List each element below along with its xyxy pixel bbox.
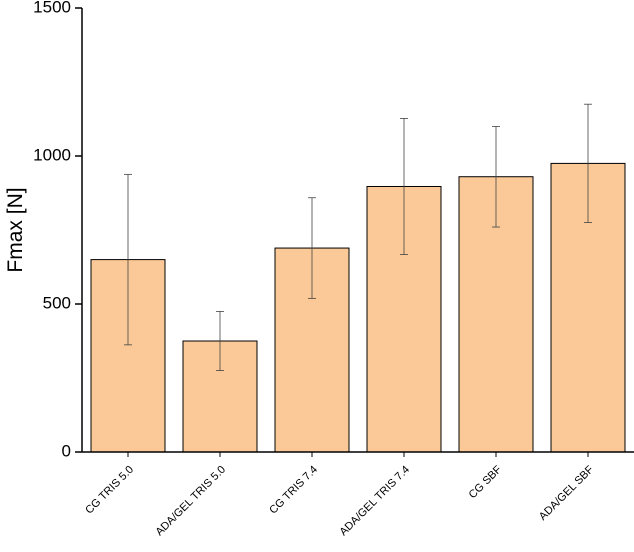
y-tick-label: 500	[43, 293, 71, 312]
y-axis-label: Fmax [N]	[4, 187, 27, 272]
x-tick-label: CG SBF	[467, 463, 505, 501]
x-tick-label: ADA/GEL TRIS 7.4	[337, 464, 412, 539]
x-tick-label: CG TRIS 7.4	[267, 464, 320, 517]
y-tick-label: 0	[62, 441, 71, 460]
y-tick-label: 1500	[33, 0, 71, 16]
x-tick-label: ADA/GEL SBF	[537, 463, 596, 522]
x-tick-label: CG TRIS 5.0	[83, 464, 136, 517]
y-tick-label: 1000	[33, 145, 71, 164]
x-tick-label: ADA/GEL TRIS 5.0	[153, 464, 228, 539]
